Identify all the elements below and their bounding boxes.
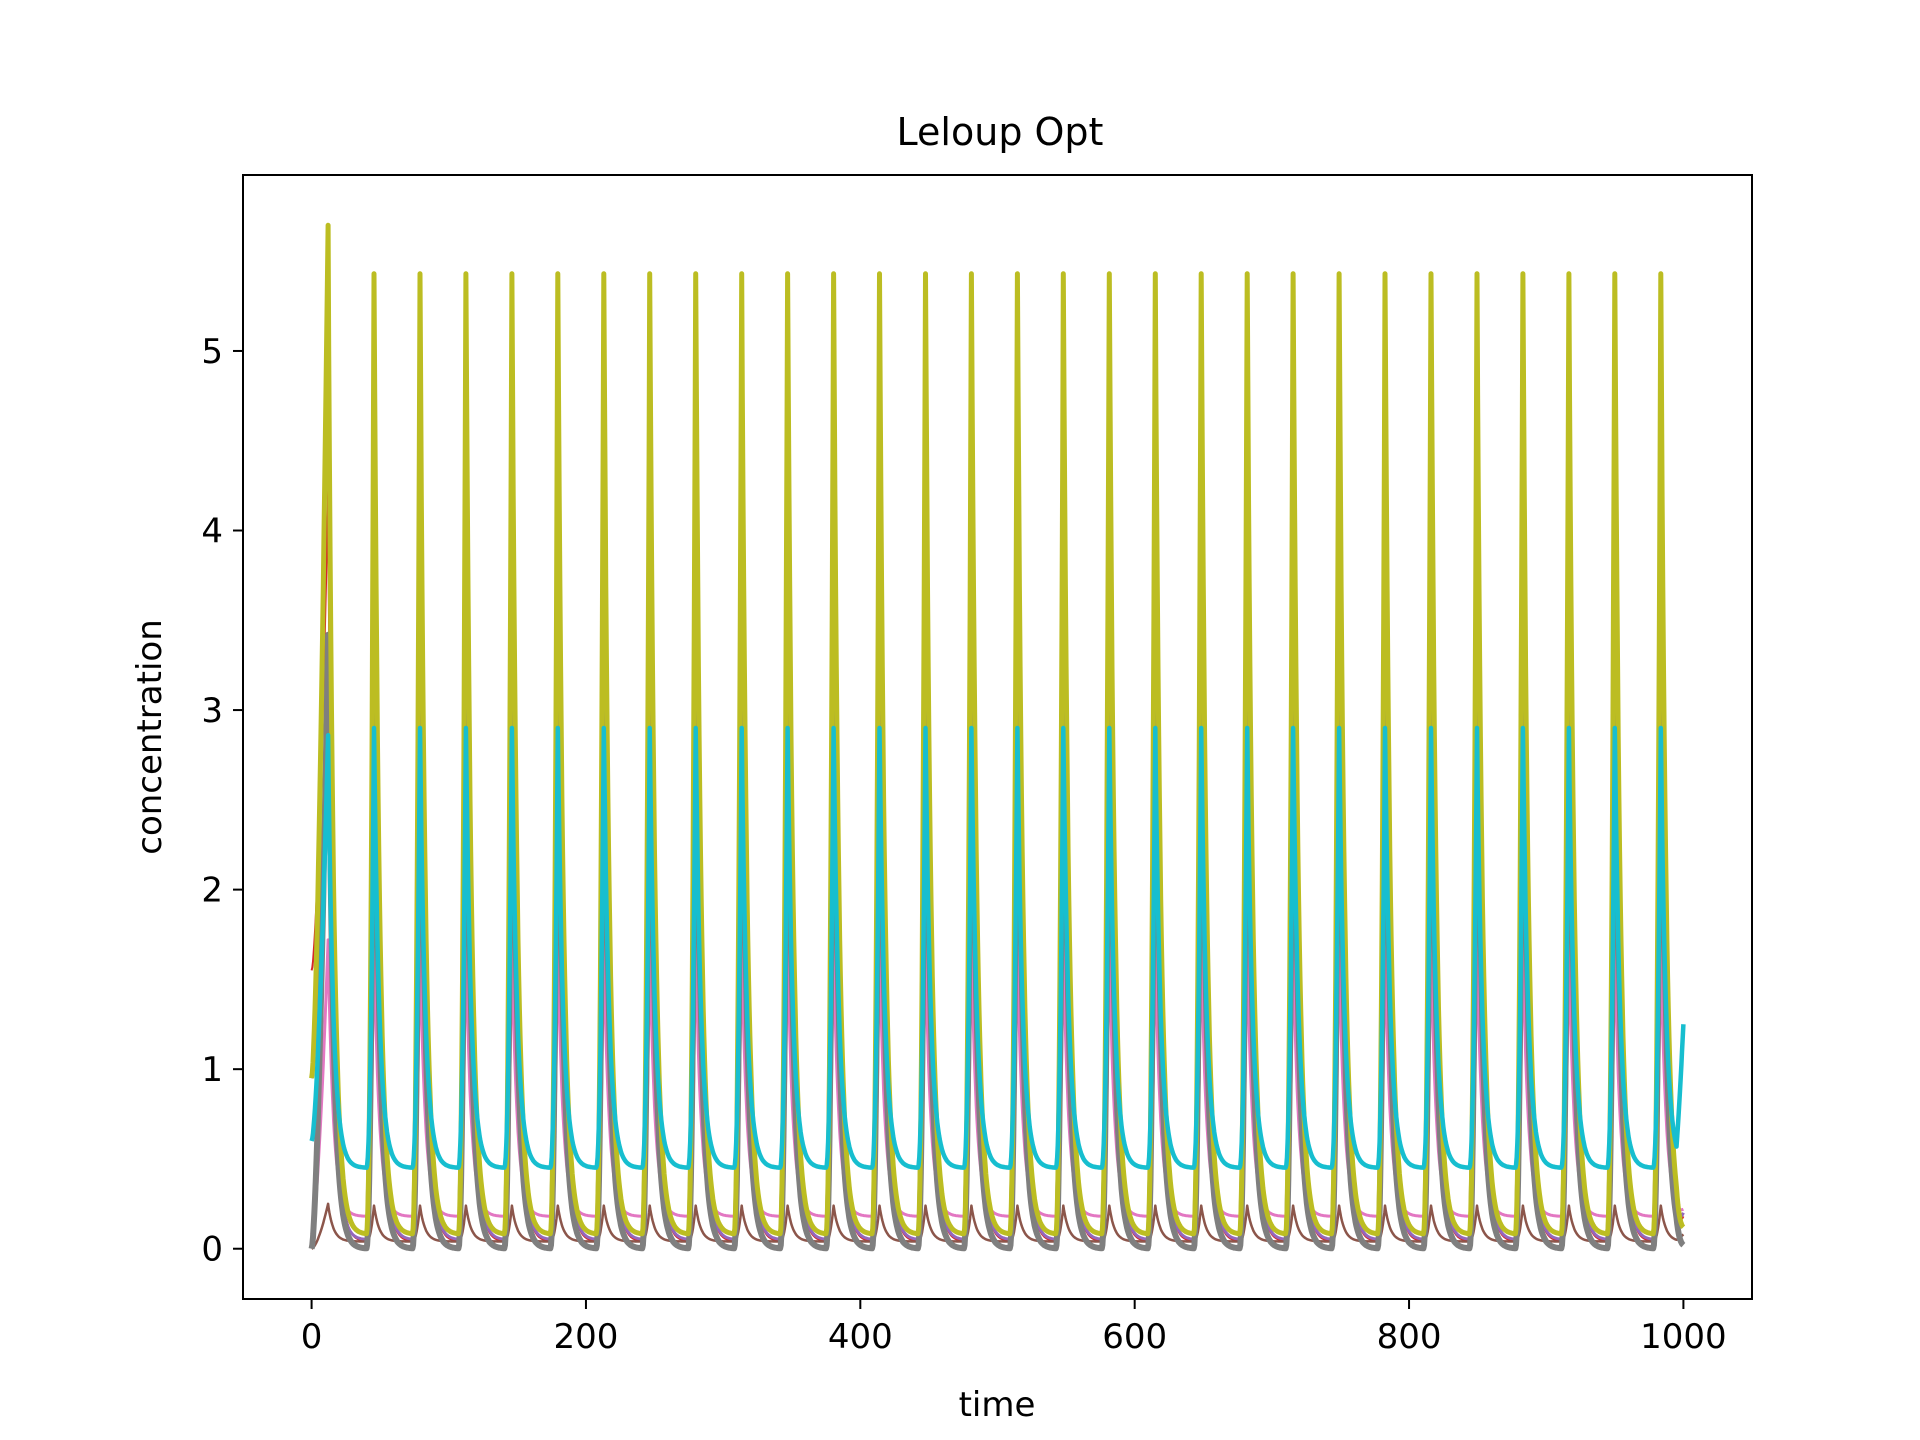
series-line-3 [310, 938, 1685, 1235]
series-line-6 [309, 725, 1686, 1170]
y-tick-label: 0 [201, 1230, 223, 1270]
y-tick-label: 1 [201, 1050, 223, 1090]
y-tick-label: 4 [201, 512, 223, 552]
series-line-5 [309, 222, 1686, 1237]
chart-title: Leloup Opt [897, 110, 1104, 154]
plot-frame [242, 174, 1753, 1300]
x-tick-label: 200 [554, 1317, 619, 1357]
x-tick-label: 0 [301, 1317, 323, 1357]
y-tick-label: 5 [201, 332, 223, 372]
series-line-4 [308, 608, 1686, 1252]
x-tick-label: 600 [1102, 1317, 1167, 1357]
y-axis-ticks: 0 1 2 3 4 5 [201, 332, 243, 1270]
y-tick-label: 2 [201, 871, 223, 911]
x-tick-label: 800 [1377, 1317, 1442, 1357]
y-axis-label: concentration [130, 619, 170, 854]
y-tick-label: 3 [201, 691, 223, 731]
x-tick-label: 1000 [1640, 1317, 1727, 1357]
series-line-1 [310, 394, 1685, 1241]
x-axis-ticks: 0 200 400 600 800 1000 [301, 1299, 1727, 1357]
x-tick-label: 400 [828, 1317, 893, 1357]
x-axis-label: time [959, 1385, 1036, 1425]
series-layer [308, 222, 1686, 1252]
